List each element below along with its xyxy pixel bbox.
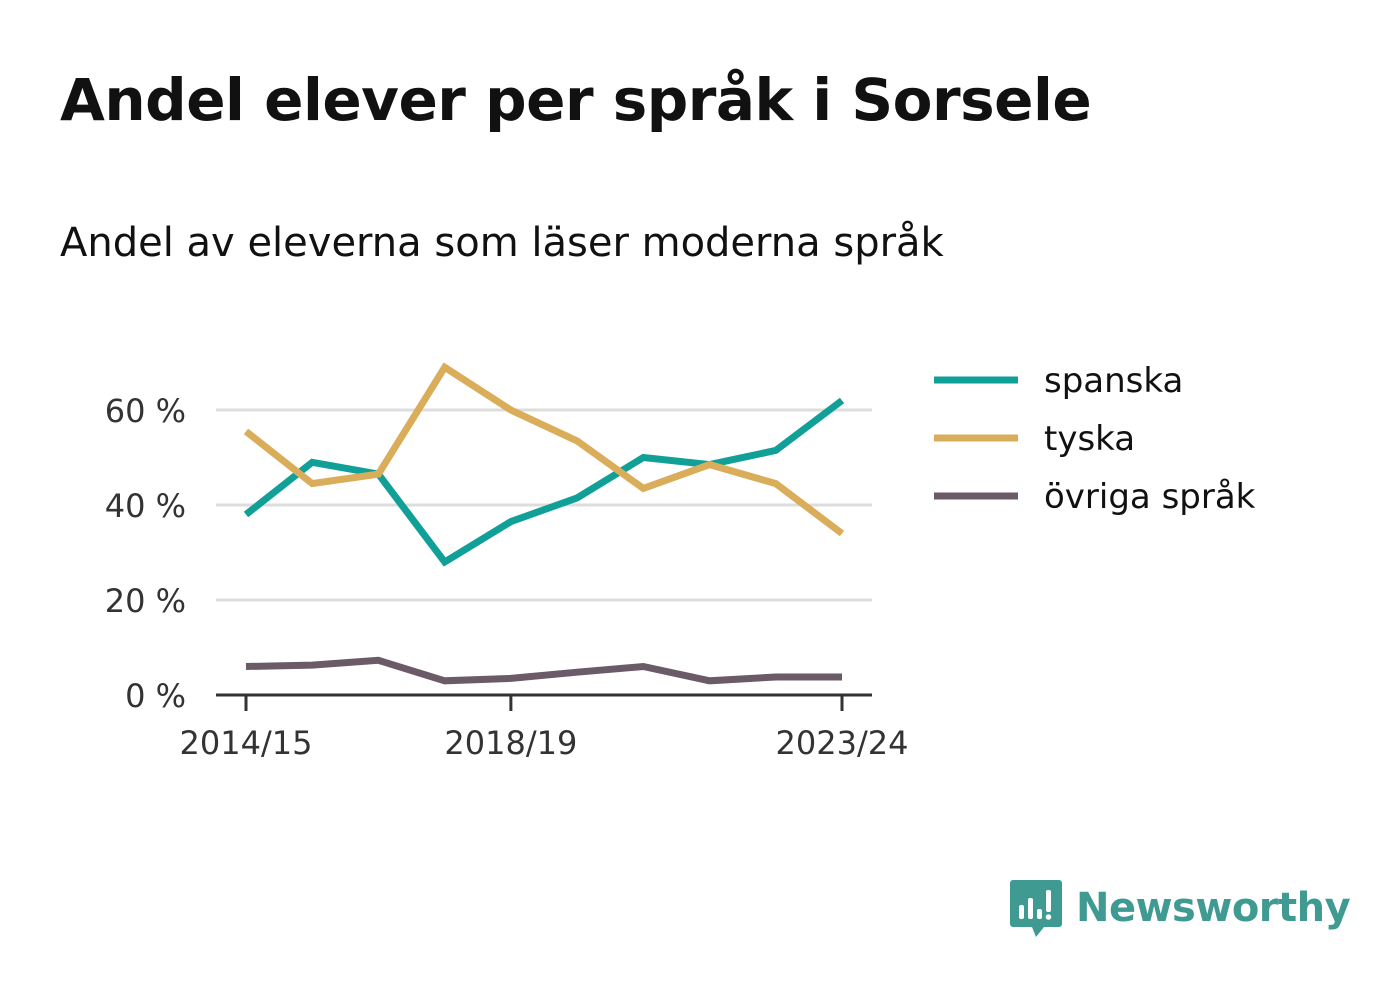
x-tick-label: 2023/24 [776,724,909,762]
x-tick-label: 2014/15 [180,724,313,762]
newsworthy-logo: Newsworthy [1010,878,1351,938]
chart-subtitle: Andel av eleverna som läser moderna språ… [60,220,944,266]
series-line-övriga-språk [245,656,842,685]
series-line-spanska [243,397,845,567]
y-tick-label: 0 % [125,677,186,715]
legend-label: övriga språk [1044,477,1256,517]
y-tick-label: 20 % [105,582,186,620]
legend-label: spanska [1044,361,1183,401]
bar-chart-speech-bubble-icon [1010,880,1062,937]
y-tick-label: 60 % [105,392,186,430]
chart-title: Andel elever per språk i Sorsele [60,66,1092,134]
brand-name: Newsworthy [1076,885,1351,931]
legend-label: tyska [1044,419,1135,459]
y-tick-label: 40 % [105,487,186,525]
x-tick-label: 2018/19 [444,724,577,762]
series-line-tyska [243,362,845,537]
